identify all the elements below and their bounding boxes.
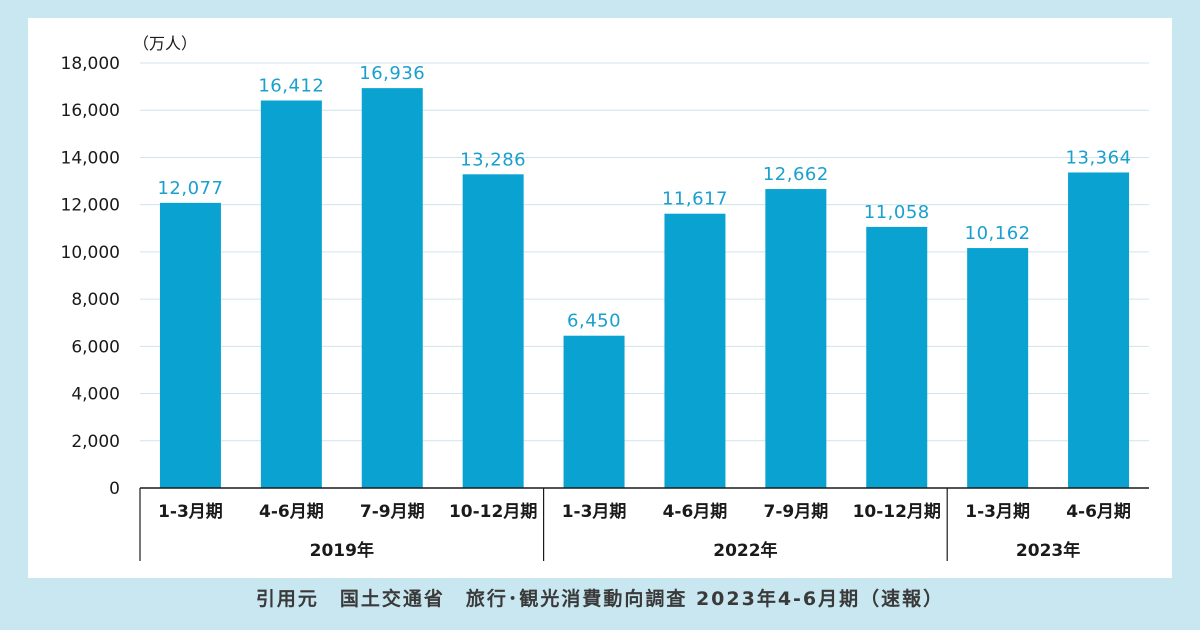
bar [462,174,524,488]
data-label: 13,286 [460,149,526,170]
y-tick-label: 0 [109,479,120,499]
data-label: 16,412 [258,75,324,96]
bar [361,88,423,488]
data-label: 11,617 [662,189,728,210]
chart-card: （万人） 0 2,000 4,000 6,000 8,000 10,000 12,000 14,… [28,18,1172,578]
x-tick-label: 1-3月期 [562,502,627,522]
bar-chart: （万人） 0 2,000 4,000 6,000 8,000 10,000 12,000 14,… [61,34,1149,561]
bar [866,226,928,489]
x-tick-label: 7-9月期 [360,502,425,522]
source-caption: 引用元 国土交通省 旅行･観光消費動向調査 2023年4-6月期（速報） [255,588,945,610]
data-label: 16,936 [359,63,425,84]
x-tick-label: 4-6月期 [1066,502,1131,522]
y-tick-label: 14,000 [61,148,120,168]
x-tick-label: 1-3月期 [158,502,223,522]
y-tick-label: 8,000 [71,290,120,310]
y-tick-label: 10,000 [61,243,120,263]
y-tick-label: 4,000 [71,385,120,405]
y-axis-unit-label: （万人） [133,34,197,53]
group-label: 2023年 [1016,540,1080,561]
y-tick-label: 18,000 [61,54,120,74]
group-label: 2019年 [310,540,374,561]
bar [967,248,1029,488]
group-label: 2022年 [713,540,777,561]
bar [765,189,827,488]
x-tick-label: 1-3月期 [965,502,1030,522]
x-tick-label: 7-9月期 [763,502,828,522]
bar [260,100,322,488]
bar [1068,172,1130,488]
bar [664,213,726,488]
data-label: 12,077 [157,178,223,199]
y-tick-label: 6,000 [71,337,120,357]
y-tick-label: 16,000 [61,101,120,121]
data-label: 13,364 [1066,147,1132,168]
data-label: 12,662 [763,164,829,185]
x-tick-label: 10-12月期 [853,502,941,522]
x-tick-label: 4-6月期 [259,502,324,522]
y-tick-label: 12,000 [61,196,120,216]
data-label: 6,450 [567,311,621,332]
bar [563,335,625,488]
data-label: 10,162 [965,223,1031,244]
x-tick-label: 10-12月期 [449,502,537,522]
y-tick-label: 2,000 [71,432,120,452]
x-tick-label: 4-6月期 [663,502,728,522]
data-label: 11,058 [864,202,930,223]
bar [159,202,221,488]
